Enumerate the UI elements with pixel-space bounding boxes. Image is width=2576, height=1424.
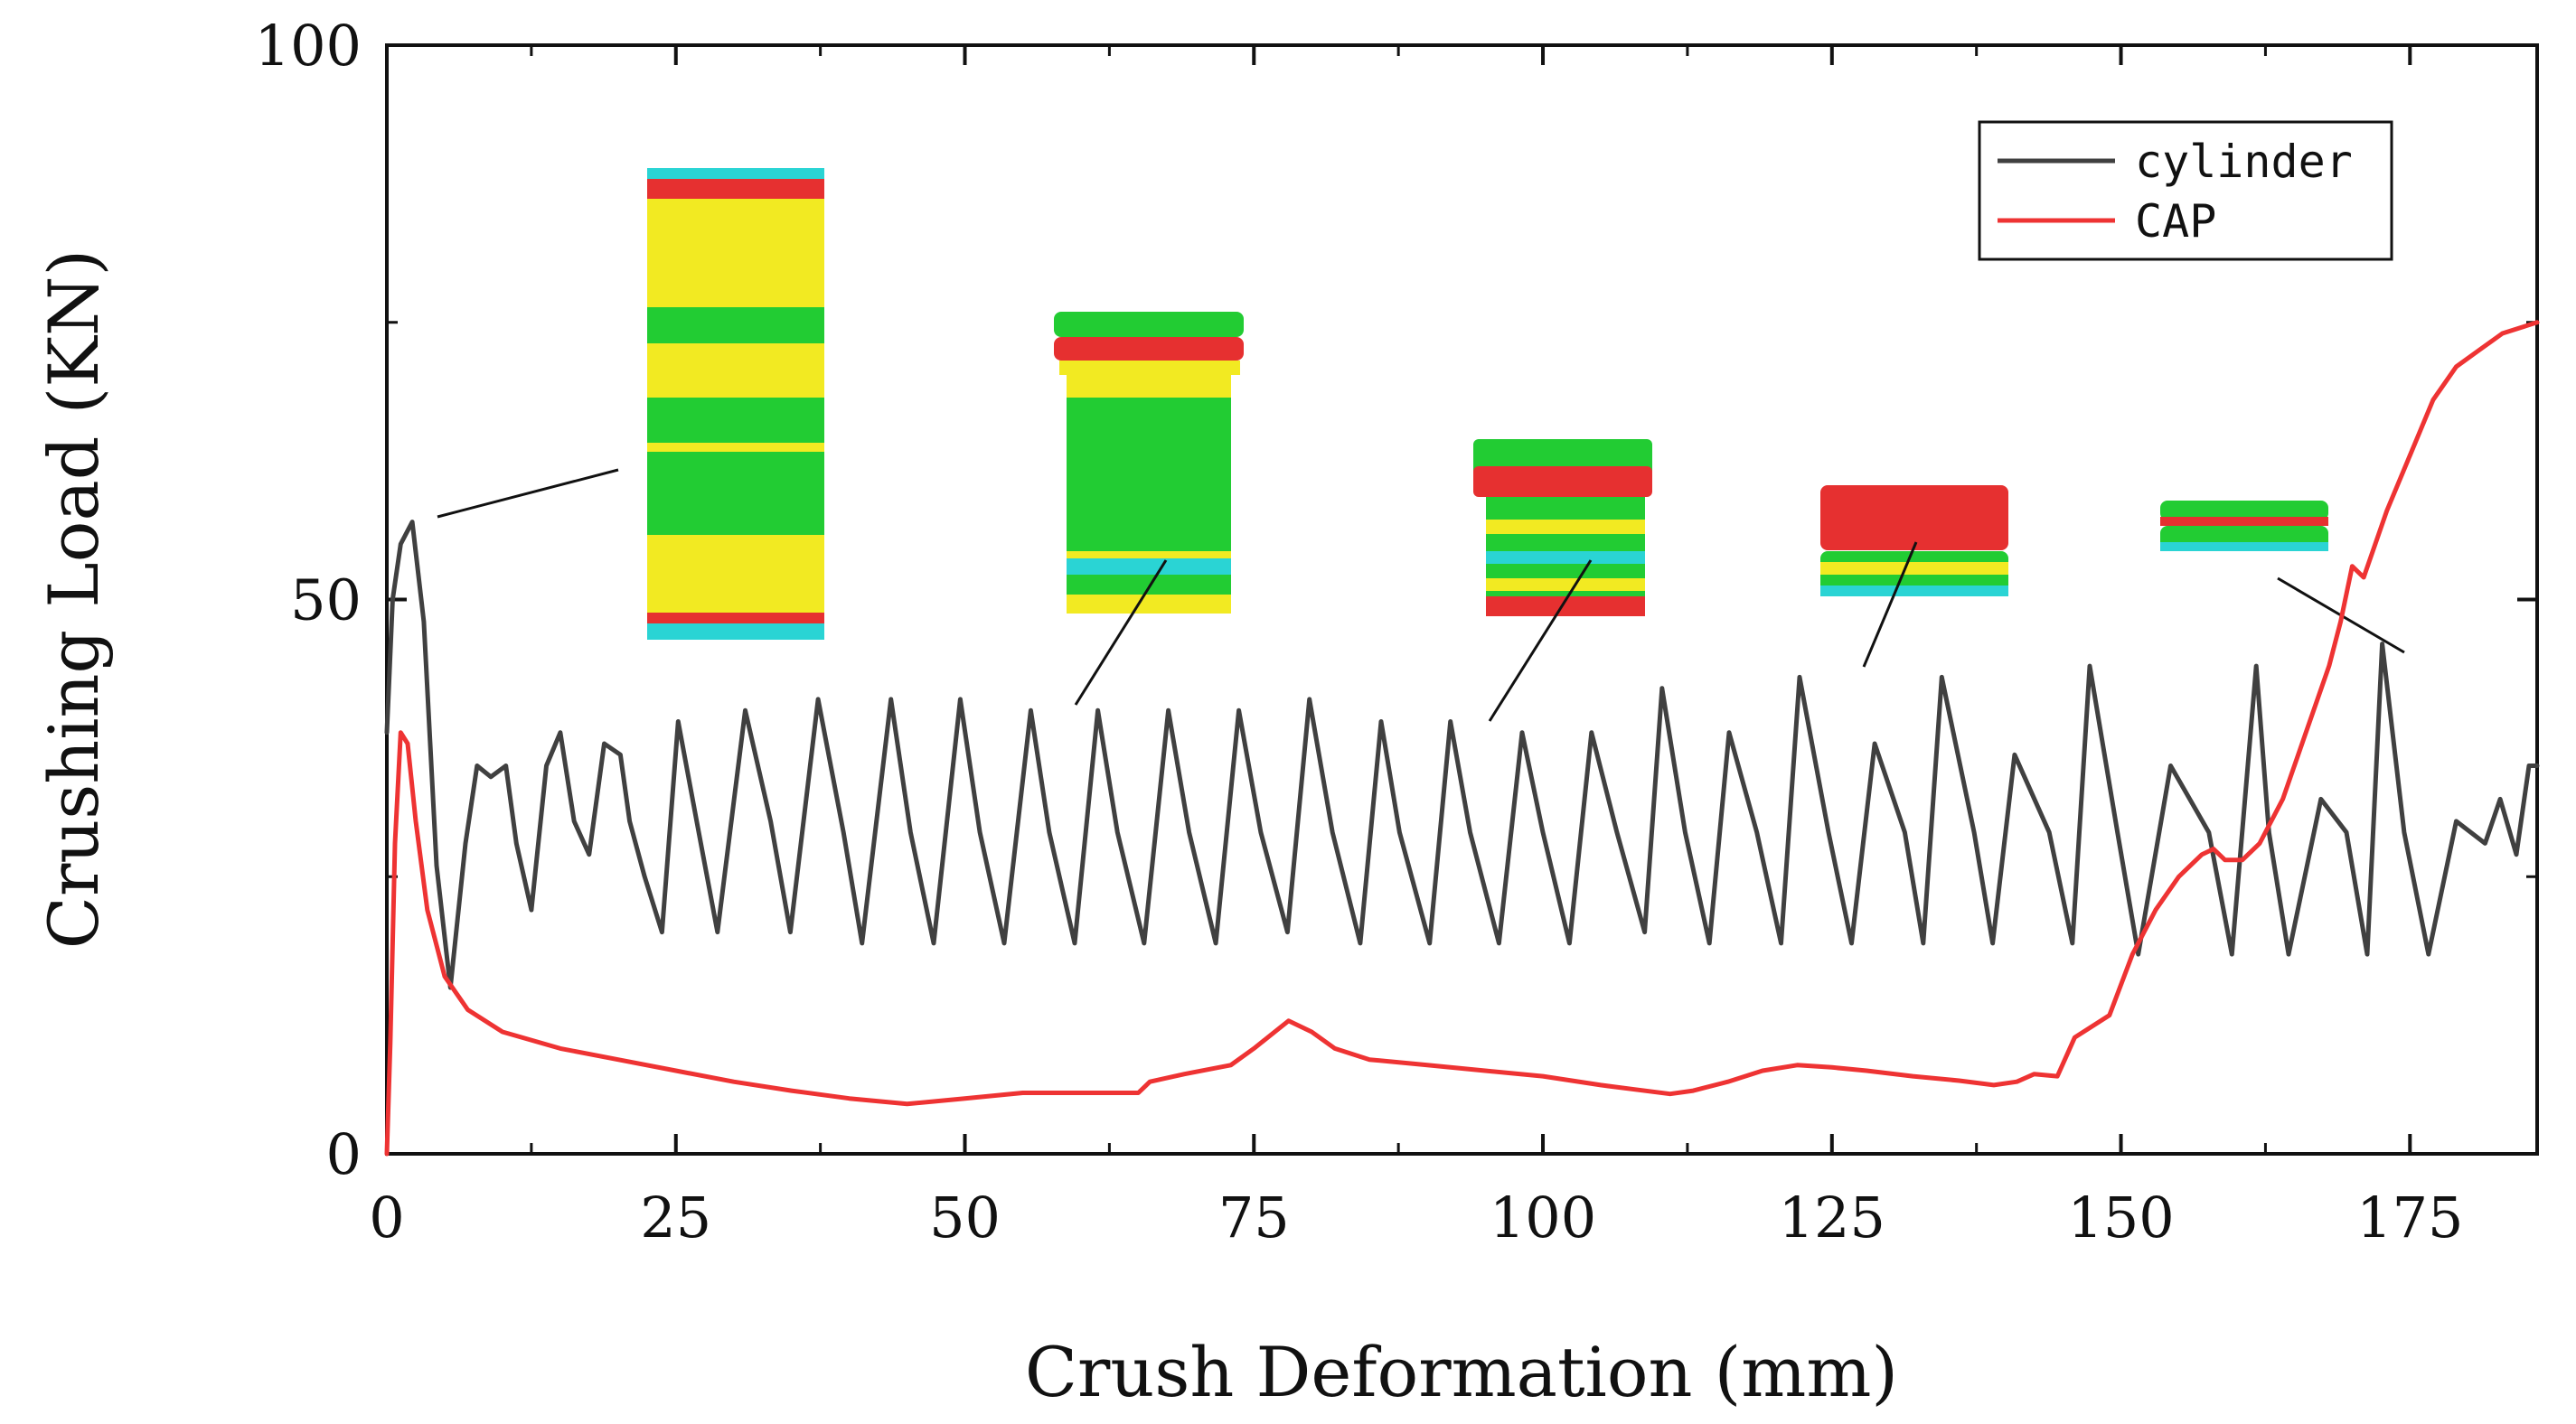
- y-axis-title: Crushing Load (KN): [33, 249, 114, 949]
- x-tick-label: 75: [1218, 1185, 1290, 1251]
- x-tick-label: 0: [369, 1185, 404, 1251]
- x-tick-label: 25: [640, 1185, 711, 1251]
- legend-label-cylinder: cylinder: [2135, 136, 2353, 188]
- x-axis-title: Crush Deformation (mm): [1025, 1332, 1898, 1412]
- inset-cylinder-stage-4: [1820, 485, 2008, 596]
- series-group: [384, 320, 2540, 1157]
- x-tick-label: 150: [2067, 1185, 2174, 1251]
- inset-cylinder-stage-3: [1473, 439, 1652, 616]
- x-tick-label: 50: [929, 1185, 1001, 1251]
- legend-label-cap: CAP: [2135, 195, 2216, 248]
- x-tick-label: 100: [1490, 1185, 1596, 1251]
- y-tick-label: 100: [255, 13, 362, 79]
- deformation-insets: [437, 168, 2405, 722]
- y-tick-label: 50: [290, 567, 362, 633]
- series-line-cap: [384, 320, 2540, 1157]
- tick-labels: 0 25 50 75 100 125 150 175 0 50 100: [255, 13, 2464, 1251]
- inset-cylinder-stage-1: [647, 168, 824, 640]
- y-tick-label: 0: [326, 1121, 362, 1187]
- legend: cylinder CAP: [1978, 120, 2393, 261]
- series-line-cylinder: [384, 520, 2540, 990]
- x-tick-label: 125: [1779, 1185, 1885, 1251]
- legend-box: [1978, 120, 2393, 261]
- x-tick-label: 175: [2356, 1185, 2463, 1251]
- inset-cylinder-stage-2: [1054, 312, 1244, 614]
- inset-cylinder-stage-5: [2160, 501, 2328, 551]
- inset-leader-lines: [437, 468, 2405, 722]
